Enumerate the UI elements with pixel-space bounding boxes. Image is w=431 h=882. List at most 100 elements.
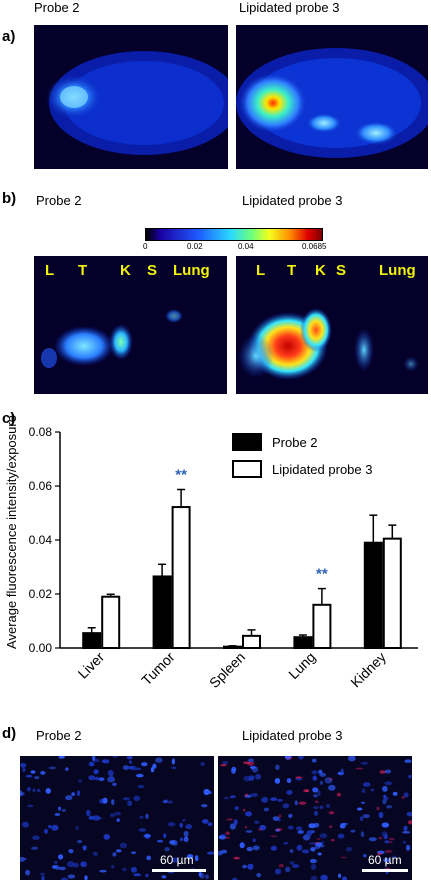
nucleus-dot xyxy=(288,813,293,818)
nucleus-dot xyxy=(88,775,95,781)
probe-signal-dot xyxy=(407,820,412,825)
nucleus-dot xyxy=(67,861,75,868)
nucleus-dot xyxy=(286,790,293,795)
probe-signal-dot xyxy=(295,776,303,779)
nucleus-dot xyxy=(123,797,130,801)
organs-heatmap-probe2 xyxy=(41,309,183,368)
x-tick-label: Lung xyxy=(285,649,318,682)
nucleus-dot xyxy=(146,855,151,861)
panel-a-right-title: Lipidated probe 3 xyxy=(239,0,340,15)
nucleus-dot xyxy=(252,845,260,851)
nucleus-dot xyxy=(309,842,317,845)
nucleus-dot xyxy=(370,788,375,792)
bar-probe3-kidney xyxy=(382,537,402,649)
nucleus-dot xyxy=(402,840,407,844)
nucleus-dot xyxy=(143,834,151,838)
nucleus-dot xyxy=(363,854,367,858)
nucleus-dot xyxy=(68,849,74,854)
nucleus-dot xyxy=(256,872,262,878)
microscopy-nuclei-probe3 xyxy=(218,756,412,880)
organs-heatmap-probe3 xyxy=(238,308,419,380)
nucleus-dot xyxy=(270,797,278,801)
probe-signal-dot xyxy=(329,825,333,829)
nucleus-dot xyxy=(58,756,65,759)
nucleus-dot xyxy=(103,834,111,840)
nucleus-dot xyxy=(242,864,247,869)
nucleus-dot xyxy=(328,784,336,791)
probe-signal-dot xyxy=(226,818,233,821)
y-tick-label: 0.04 xyxy=(29,533,53,547)
nucleus-dot xyxy=(232,877,238,880)
nucleus-dot xyxy=(384,769,392,774)
nucleus-dot xyxy=(141,762,148,767)
panel-d-letter: d) xyxy=(2,725,17,742)
nucleus-dot xyxy=(163,833,167,839)
nucleus-dot xyxy=(136,773,144,778)
nucleus-dot xyxy=(32,788,36,792)
probe-signal-dot xyxy=(243,808,246,812)
probe-signal-dot xyxy=(376,806,380,811)
nucleus-dot xyxy=(249,766,256,769)
nucleus-dot xyxy=(200,762,206,766)
nucleus-dot xyxy=(77,840,83,844)
organ-label-tumor-left: T xyxy=(78,262,88,279)
nucleus-dot xyxy=(297,830,304,834)
bar-probe2-liver xyxy=(82,632,102,649)
nucleus-dot xyxy=(80,861,87,868)
nucleus-dot xyxy=(221,833,226,837)
nucleus-dot xyxy=(82,845,87,849)
nucleus-dot xyxy=(282,803,290,809)
nucleus-dot xyxy=(250,793,259,797)
nucleus-dot xyxy=(324,777,333,784)
nucleus-dot xyxy=(337,833,345,839)
nucleus-dot xyxy=(25,869,31,876)
nucleus-dot xyxy=(201,804,208,808)
nucleus-dot xyxy=(61,877,68,880)
nucleus-dot xyxy=(61,809,66,812)
colorbar-tick-1: 0.02 xyxy=(187,242,203,251)
nucleus-dot xyxy=(30,770,36,774)
organs-image-probe3: L T K S Lung xyxy=(236,256,428,394)
scale-label-right: 60 µm xyxy=(368,853,402,867)
nucleus-dot xyxy=(133,795,141,801)
nucleus-dot xyxy=(359,816,364,821)
probe-signal-dot xyxy=(278,863,284,868)
probe-signal-dot xyxy=(340,856,347,859)
mouse-heatmap-probe2 xyxy=(46,51,228,155)
nucleus-dot xyxy=(345,847,353,852)
probe-signal-dot xyxy=(276,828,283,832)
organ-label-kidney-right: K xyxy=(315,262,326,279)
microscopy-nuclei-probe2 xyxy=(20,756,214,880)
nucleus-dot xyxy=(295,826,303,831)
nucleus-dot xyxy=(52,865,57,869)
bar-probe2-tumor xyxy=(152,575,172,649)
nucleus-dot xyxy=(392,791,398,796)
nucleus-dot xyxy=(37,788,41,793)
nucleus-dot xyxy=(145,813,149,819)
nucleus-dot xyxy=(207,851,214,855)
nucleus-dot xyxy=(71,792,75,796)
nucleus-dot xyxy=(314,810,319,816)
nucleus-dot xyxy=(65,795,73,801)
nucleus-dot xyxy=(183,836,189,842)
nucleus-dot xyxy=(116,818,120,822)
legend-label-probe3: Lipidated probe 3 xyxy=(272,462,372,477)
nucleus-dot xyxy=(248,775,255,781)
nucleus-dot xyxy=(274,778,281,784)
nucleus-dot xyxy=(350,829,356,833)
nucleus-dot xyxy=(294,800,298,806)
nucleus-dot xyxy=(164,847,170,852)
nucleus-dot xyxy=(275,868,282,875)
nucleus-dot xyxy=(111,864,115,869)
probe-signal-dot xyxy=(389,837,395,841)
nucleus-dot xyxy=(313,822,320,828)
y-tick-label: 0.06 xyxy=(29,479,53,493)
nucleus-dot xyxy=(287,825,294,830)
nucleus-dot xyxy=(179,822,183,828)
nucleus-dot xyxy=(114,811,122,816)
nucleus-dot xyxy=(340,822,348,826)
probe-signal-dot xyxy=(330,838,335,842)
mouse-heatmap-probe3 xyxy=(236,48,428,158)
nucleus-dot xyxy=(86,809,91,817)
nucleus-dot xyxy=(382,798,387,805)
